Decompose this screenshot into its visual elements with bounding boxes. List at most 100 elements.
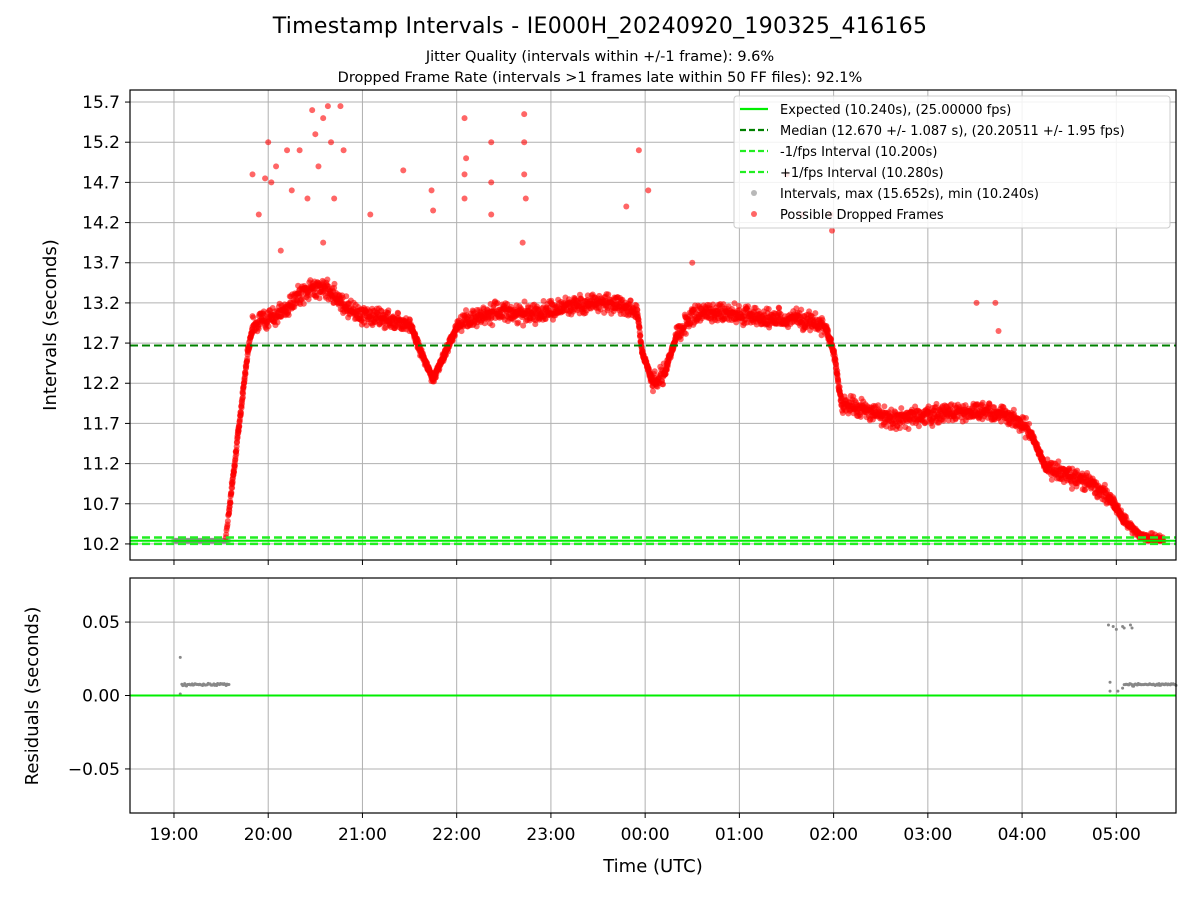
- jitter-quality-subtitle: Jitter Quality (intervals within +/-1 fr…: [425, 49, 775, 65]
- dropped-frame-outlier: [320, 239, 327, 246]
- residual-point: [1130, 626, 1134, 630]
- dropped-frame-point: [515, 319, 522, 326]
- dropped-frame-outlier: [488, 211, 495, 218]
- x-tick-label: 23:00: [526, 825, 575, 845]
- dropped-frame-outlier: [635, 147, 642, 154]
- dropped-frame-point: [324, 276, 331, 283]
- legend-label: Possible Dropped Frames: [780, 208, 944, 223]
- dropped-frame-point: [651, 368, 658, 375]
- x-tick-label: 02:00: [809, 825, 858, 845]
- dropped-frame-outlier: [309, 107, 316, 114]
- top-y-tick-label: 10.2: [82, 535, 120, 555]
- top-y-tick-label: 14.2: [82, 214, 120, 234]
- dropped-frame-outlier: [277, 247, 284, 254]
- dropped-frame-point: [637, 332, 644, 339]
- bottom-y-tick-label: −0.05: [68, 760, 120, 780]
- interval-points: [170, 103, 1167, 544]
- residual-point: [1116, 689, 1120, 693]
- dropped-frame-point: [224, 518, 231, 525]
- residual-point: [1121, 686, 1125, 690]
- x-tick-label: 05:00: [1092, 825, 1141, 845]
- dropped-frame-point: [236, 423, 243, 430]
- top-y-tick-label: 14.7: [82, 173, 120, 193]
- dropped-frame-point: [395, 310, 402, 317]
- top-y-tick-label: 15.7: [82, 93, 120, 113]
- dropped-frame-outlier: [320, 115, 327, 122]
- dropped-frame-point: [627, 297, 634, 304]
- legend-label: -1/fps Interval (10.200s): [780, 145, 937, 160]
- dropped-frame-outlier: [400, 167, 407, 174]
- dropped-frame-point: [798, 306, 805, 313]
- dropped-frame-point: [331, 280, 338, 287]
- dropped-frame-outlier: [304, 195, 311, 202]
- legend-marker: [751, 190, 757, 196]
- dropped-frame-point: [521, 298, 528, 305]
- dropped-frame-outlier: [337, 103, 344, 110]
- x-tick-label: 19:00: [149, 825, 198, 845]
- x-tick-label: 01:00: [715, 825, 764, 845]
- dropped-frame-outlier: [488, 179, 495, 186]
- dropped-frame-point: [682, 330, 689, 337]
- dropped-frame-outlier: [249, 171, 256, 178]
- top-y-tick-label: 15.2: [82, 133, 120, 153]
- dropped-frame-point: [1026, 420, 1033, 427]
- dropped-frame-outlier: [255, 211, 262, 218]
- dropped-frame-point: [228, 489, 235, 496]
- legend-label: Median (12.670 +/- 1.087 s), (20.20511 +…: [780, 124, 1125, 139]
- dropped-frame-outlier: [521, 171, 528, 178]
- legend-marker: [751, 211, 757, 217]
- dropped-frame-outlier: [315, 163, 322, 170]
- dropped-frame-point: [265, 323, 272, 330]
- dropped-frame-outlier: [331, 195, 338, 202]
- dropped-frame-point: [231, 462, 238, 469]
- residual-point: [1128, 623, 1132, 627]
- dropped-frame-point: [343, 293, 350, 300]
- bottom-y-axis-label: Residuals (seconds): [22, 607, 43, 786]
- x-tick-label: 00:00: [621, 825, 670, 845]
- dropped-frame-point: [660, 381, 667, 388]
- residual-point: [178, 655, 182, 659]
- dropped-frame-point: [650, 388, 656, 395]
- top-y-tick-label: 12.7: [82, 334, 120, 354]
- dropped-frame-outlier: [312, 131, 319, 138]
- residual-point: [1114, 627, 1118, 631]
- dropped-frame-outlier: [430, 207, 437, 214]
- dropped-frame-outlier: [461, 115, 468, 122]
- legend-label: Intervals, max (15.652s), min (10.240s): [780, 187, 1039, 202]
- residual-point: [1111, 624, 1115, 628]
- dropped-frame-point: [494, 300, 501, 307]
- dropped-frame-outlier: [522, 195, 529, 202]
- dropped-frame-point: [1055, 458, 1062, 465]
- dropped-frame-point: [316, 295, 323, 302]
- dropped-frame-point: [285, 311, 292, 318]
- residual-point: [1108, 689, 1112, 693]
- dropped-frame-outlier: [689, 259, 696, 266]
- dropped-frame-outlier: [519, 239, 526, 246]
- legend: Expected (10.240s), (25.00000 fps) Median…: [733, 95, 1171, 229]
- dropped-frame-point: [463, 307, 470, 314]
- dropped-frame-outlier: [273, 163, 280, 170]
- dropped-frame-point: [929, 422, 936, 429]
- dropped-frame-point: [255, 325, 262, 332]
- dropped-frame-outlier: [265, 139, 272, 146]
- x-tick-label: 03:00: [903, 825, 952, 845]
- top-y-tick-label: 11.7: [82, 414, 120, 434]
- dropped-frame-point: [227, 499, 234, 506]
- legend-label: +1/fps Interval (10.280s): [780, 166, 944, 181]
- chart-title: Timestamp Intervals - IE000H_20240920_19…: [272, 14, 928, 39]
- legend-label: Expected (10.240s), (25.00000 fps): [780, 103, 1011, 118]
- dropped-frame-outlier: [521, 111, 528, 118]
- dropped-frame-point: [520, 322, 527, 329]
- top-y-tick-label: 13.7: [82, 254, 120, 274]
- top-y-axis-label: Intervals (seconds): [40, 239, 61, 411]
- dropped-frame-point: [240, 390, 247, 397]
- dropped-frame-outlier: [262, 175, 269, 182]
- dropped-frame-point: [933, 400, 940, 407]
- bottom-ticks: 19:00 20:00 21:00 22:00 23:00 00:00 01:00 02:00…: [68, 613, 1141, 845]
- dropped-frame-outlier: [463, 155, 470, 162]
- dropped-frame-point: [881, 403, 888, 410]
- dropped-frame-outlier: [288, 187, 295, 194]
- dropped-frame-outlier: [623, 203, 630, 210]
- dropped-frame-outlier: [521, 139, 528, 146]
- residual-point: [227, 683, 231, 687]
